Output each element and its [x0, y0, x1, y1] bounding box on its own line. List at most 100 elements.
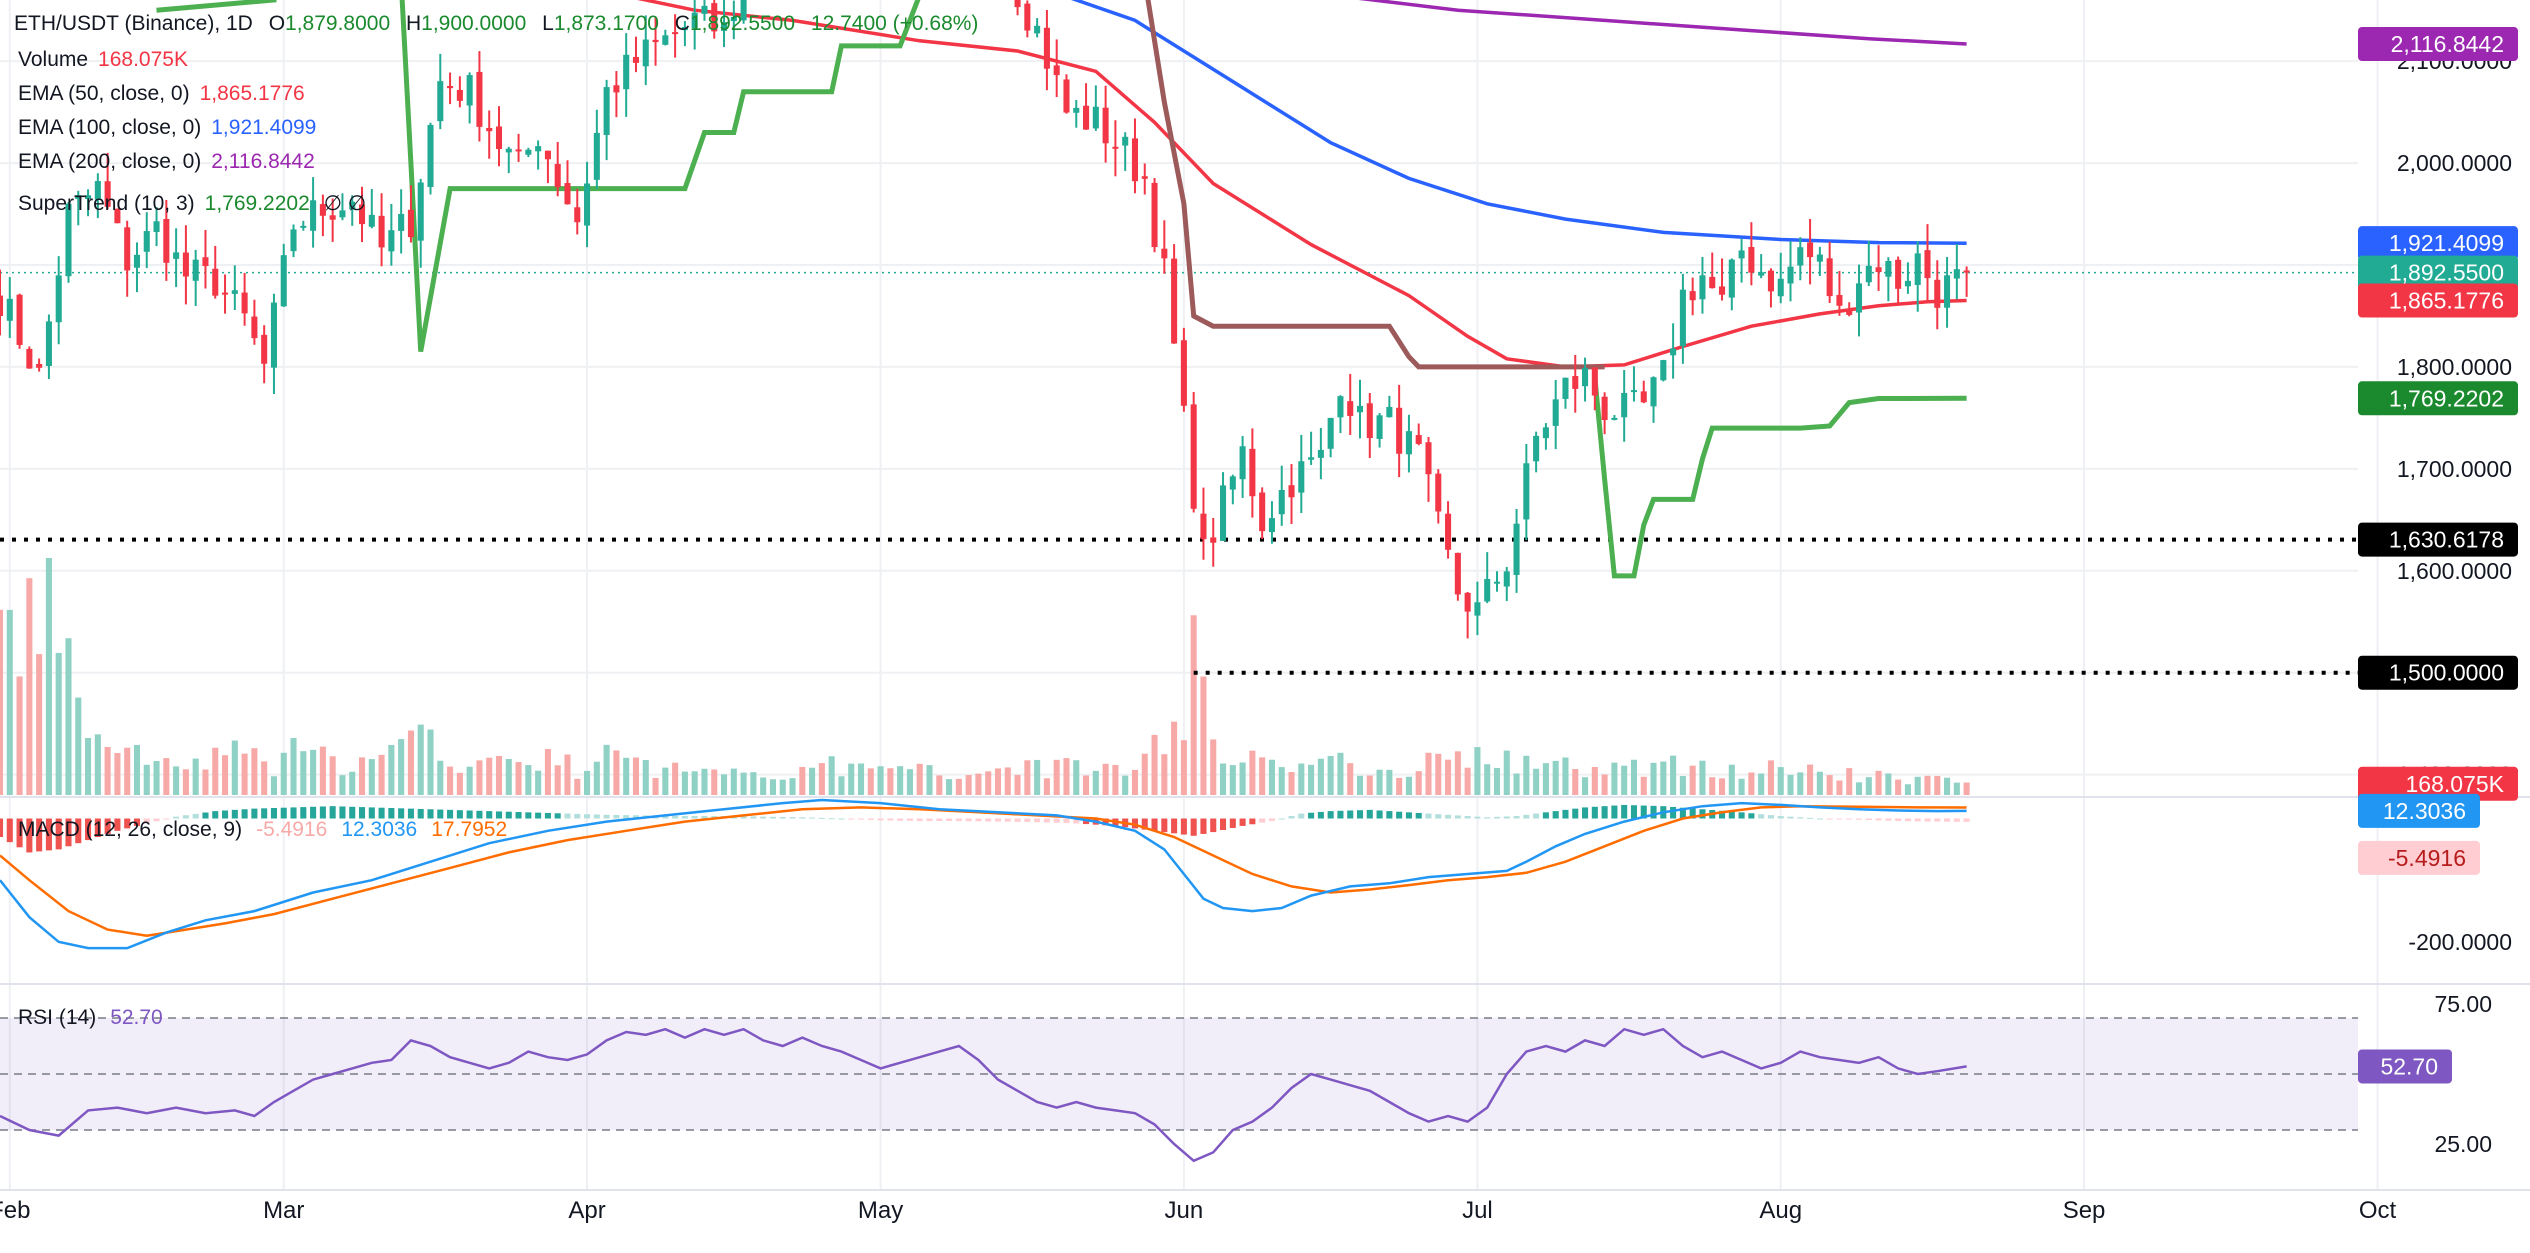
candle[interactable] — [0, 295, 4, 316]
candle[interactable] — [1748, 247, 1755, 273]
macd-pane[interactable] — [0, 798, 1970, 950]
candle[interactable] — [1562, 377, 1569, 399]
candle[interactable] — [310, 200, 317, 231]
candle[interactable] — [1523, 463, 1530, 520]
candle[interactable] — [133, 254, 141, 268]
candle[interactable] — [1366, 403, 1373, 439]
candle[interactable] — [1151, 182, 1158, 248]
candle[interactable] — [1161, 248, 1168, 259]
candle[interactable] — [1396, 407, 1403, 454]
candle[interactable] — [104, 181, 111, 207]
candle[interactable] — [1718, 286, 1726, 295]
candle[interactable] — [1513, 523, 1520, 575]
candle[interactable] — [349, 201, 356, 210]
candle[interactable] — [75, 195, 82, 199]
candle[interactable] — [1288, 485, 1295, 498]
candle[interactable] — [398, 213, 405, 231]
candle[interactable] — [1024, 3, 1031, 31]
candle[interactable] — [466, 75, 473, 106]
candle[interactable] — [711, 3, 718, 32]
candle[interactable] — [554, 163, 561, 188]
candle[interactable] — [1063, 79, 1070, 113]
candle[interactable] — [1122, 136, 1129, 146]
candle[interactable] — [1415, 435, 1422, 444]
candle[interactable] — [1386, 406, 1393, 418]
candle[interactable] — [1787, 266, 1794, 284]
candle[interactable] — [1043, 27, 1050, 69]
candle[interactable] — [1865, 265, 1872, 283]
candle[interactable] — [1807, 242, 1814, 258]
candle[interactable] — [45, 321, 52, 366]
candle[interactable] — [515, 149, 522, 152]
candle[interactable] — [1083, 105, 1090, 130]
candle[interactable] — [1836, 294, 1843, 306]
candle[interactable] — [1053, 65, 1060, 76]
candle[interactable] — [623, 54, 630, 90]
candle[interactable] — [701, 5, 708, 14]
candle[interactable] — [1141, 176, 1148, 179]
candle[interactable] — [231, 290, 238, 294]
candle[interactable] — [1953, 269, 1960, 279]
candle[interactable] — [251, 316, 258, 339]
candle[interactable] — [1249, 448, 1256, 497]
candle[interactable] — [1846, 309, 1853, 315]
candle[interactable] — [1229, 476, 1236, 490]
candle[interactable] — [339, 210, 346, 218]
candle[interactable] — [6, 298, 13, 321]
candle[interactable] — [1278, 490, 1285, 515]
candle[interactable] — [1298, 461, 1305, 493]
candle[interactable] — [65, 203, 72, 277]
candle[interactable] — [1356, 405, 1364, 413]
candle[interactable] — [505, 148, 512, 153]
candle[interactable] — [1180, 340, 1187, 406]
candle[interactable] — [495, 126, 503, 150]
candle[interactable] — [300, 225, 307, 228]
candle[interactable] — [173, 252, 180, 259]
candle[interactable] — [662, 35, 669, 45]
candle[interactable] — [1944, 275, 1951, 308]
candle[interactable] — [1572, 376, 1579, 389]
candle[interactable] — [36, 363, 43, 368]
candle[interactable] — [1102, 107, 1109, 144]
candle[interactable] — [1268, 518, 1275, 533]
candle[interactable] — [544, 150, 551, 160]
candle[interactable] — [1709, 276, 1716, 289]
candle[interactable] — [1092, 106, 1099, 129]
candle[interactable] — [1660, 360, 1667, 381]
candle[interactable] — [1435, 473, 1442, 512]
candle[interactable] — [632, 56, 640, 63]
candle[interactable] — [1816, 254, 1823, 262]
candle[interactable] — [1924, 250, 1931, 279]
candle[interactable] — [1454, 552, 1461, 595]
candle[interactable] — [1738, 250, 1745, 259]
candle[interactable] — [1904, 280, 1911, 287]
candle[interactable] — [1405, 431, 1412, 455]
candle[interactable] — [564, 183, 571, 205]
candle[interactable] — [212, 268, 219, 296]
candle[interactable] — [368, 214, 375, 227]
candle[interactable] — [1337, 396, 1344, 418]
candle[interactable] — [740, 0, 747, 21]
candle[interactable] — [1621, 392, 1628, 418]
candle[interactable] — [222, 292, 229, 295]
candle[interactable] — [417, 182, 424, 241]
candle[interactable] — [16, 294, 23, 345]
candle[interactable] — [1611, 417, 1618, 420]
candle[interactable] — [1347, 401, 1354, 416]
candle[interactable] — [261, 334, 268, 364]
candle[interactable] — [1591, 367, 1598, 396]
candle[interactable] — [1601, 396, 1608, 420]
candle[interactable] — [388, 230, 395, 252]
candle[interactable] — [1073, 107, 1080, 113]
candle[interactable] — [1533, 435, 1540, 462]
candle[interactable] — [1914, 253, 1921, 285]
candle[interactable] — [672, 32, 679, 35]
candle[interactable] — [652, 39, 659, 43]
candle[interactable] — [241, 292, 248, 314]
candle[interactable] — [535, 146, 542, 152]
candle[interactable] — [1855, 283, 1863, 313]
candles[interactable] — [0, 0, 1970, 639]
candle[interactable] — [1493, 581, 1501, 584]
candle[interactable] — [1317, 449, 1324, 458]
candle[interactable] — [1239, 446, 1246, 480]
